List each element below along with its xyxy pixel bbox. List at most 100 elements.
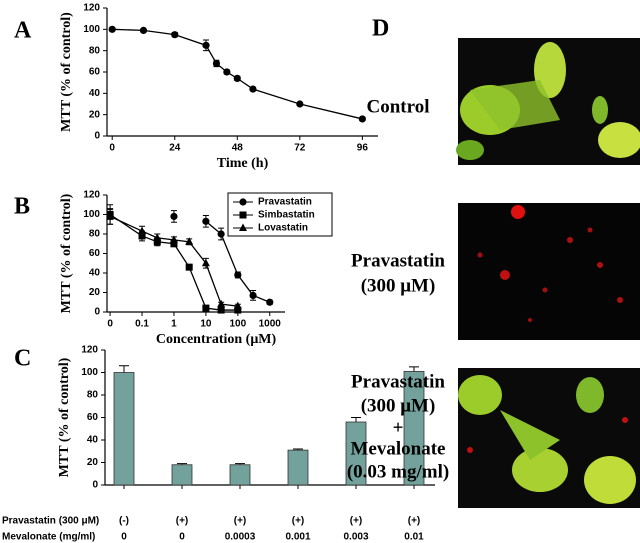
marker [185, 263, 193, 271]
series-line [112, 28, 363, 120]
y-tick-label: 20 [89, 287, 101, 298]
row-value: 0.001 [285, 532, 310, 543]
bar [113, 372, 135, 486]
marker [202, 217, 210, 225]
panel-label: A [14, 18, 32, 44]
row-value: 0.0003 [225, 532, 256, 543]
x-tick-label: 0 [107, 319, 113, 330]
marker [233, 301, 242, 310]
y-tick-label: 60 [87, 412, 99, 423]
x-axis-title: Concentration (μM) [156, 332, 277, 347]
y-tick-label: 0 [94, 307, 100, 318]
row-value: 0 [121, 532, 127, 543]
y-tick-label: 0 [94, 131, 100, 142]
marker [202, 41, 210, 49]
legend-label: Pravastatin [258, 197, 312, 208]
image-caption: Mevalonate [351, 438, 446, 459]
marker [249, 291, 257, 300]
row-label: Mevalonate (mg/ml) [2, 532, 95, 543]
row-value: 0 [179, 532, 185, 543]
marker [106, 211, 115, 220]
y-tick-label: 20 [87, 457, 99, 468]
micrograph-pravastatin [458, 203, 640, 340]
marker [139, 26, 148, 34]
y-tick-label: 60 [89, 67, 101, 78]
y-tick-label: 20 [89, 109, 101, 120]
marker [201, 258, 210, 267]
marker [185, 237, 194, 245]
marker [138, 226, 147, 235]
image-caption: (0.03 mg/ml) [347, 461, 449, 482]
legend-label: Lovastatin [258, 223, 308, 234]
bar [345, 421, 367, 486]
y-tick-label: 100 [81, 367, 98, 378]
x-tick-label: 24 [169, 143, 181, 154]
marker [239, 211, 247, 219]
error-bar [409, 366, 419, 372]
marker [358, 115, 366, 123]
x-tick-label: 0.1 [135, 319, 149, 330]
panel-label: D [372, 16, 389, 42]
y-tick-label: 80 [87, 390, 99, 401]
marker [108, 25, 116, 33]
y-tick-label: 60 [89, 248, 101, 259]
panel-label: C [14, 346, 31, 372]
row-value: 0.01 [404, 532, 424, 543]
marker [169, 235, 178, 243]
x-tick-label: 48 [232, 143, 244, 154]
marker [234, 271, 242, 279]
y-axis-title: MTT (% of control) [59, 12, 74, 132]
error-bar [119, 365, 129, 373]
marker [217, 306, 225, 314]
marker [217, 299, 226, 308]
row-value: 0.003 [343, 532, 368, 543]
row-value: (+) [176, 516, 189, 527]
panel-label: B [14, 194, 30, 220]
y-tick-label: 120 [83, 190, 100, 201]
y-tick-label: 40 [89, 268, 101, 279]
marker [153, 233, 162, 241]
y-tick-label: 100 [83, 24, 100, 35]
marker [296, 100, 304, 108]
image-caption: Pravastatin [351, 371, 445, 392]
image-caption: (300 μM) [361, 395, 436, 416]
y-axis-title: MTT (% of control) [59, 193, 74, 313]
marker [223, 68, 231, 76]
x-tick-label: 100 [229, 319, 246, 330]
marker [217, 230, 225, 238]
x-tick-label: 1000 [259, 319, 282, 330]
marker [212, 59, 221, 68]
x-tick-label: 10 [200, 319, 212, 330]
marker [234, 306, 242, 314]
row-value: (+) [292, 516, 305, 527]
marker [233, 74, 241, 82]
error-bar [351, 417, 361, 422]
y-tick-label: 40 [87, 435, 99, 446]
image-caption: Pravastatin [351, 250, 445, 271]
y-tick-label: 80 [89, 45, 101, 56]
row-label: Pravastatin (300 μM) [2, 516, 99, 527]
x-tick-label: 1 [171, 319, 177, 330]
row-value: (-) [119, 516, 129, 527]
bar [229, 464, 251, 486]
x-tick-label: 96 [357, 143, 369, 154]
y-tick-label: 120 [81, 345, 98, 356]
marker [171, 31, 179, 39]
marker [170, 240, 178, 248]
y-tick-label: 100 [83, 209, 100, 220]
x-axis-title: Time (h) [217, 156, 269, 171]
x-tick-label: 0 [109, 143, 115, 154]
marker [170, 212, 178, 221]
marker [202, 304, 210, 312]
image-caption: (300 μM) [361, 275, 436, 296]
bar [287, 449, 309, 486]
micrograph-control [456, 38, 640, 165]
image-caption: Control [367, 96, 430, 117]
x-tick-label: 72 [294, 143, 306, 154]
y-tick-label: 0 [92, 480, 98, 491]
micrograph-pravastatin-mevalonate [458, 368, 640, 508]
series-line [109, 215, 238, 307]
row-value: (+) [408, 516, 421, 527]
y-tick-label: 120 [83, 3, 100, 14]
